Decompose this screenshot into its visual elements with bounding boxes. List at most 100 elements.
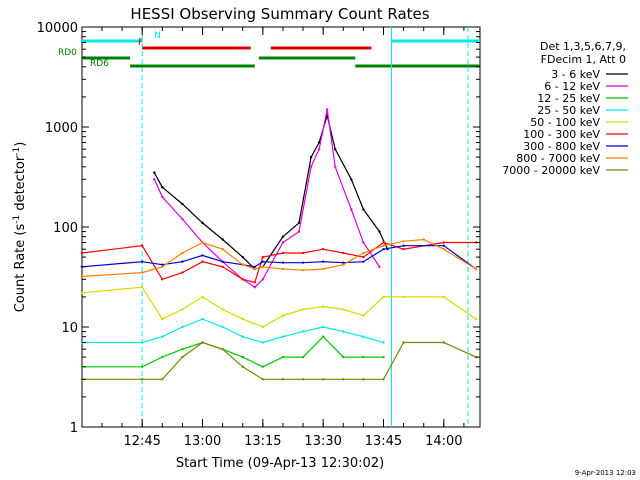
series-point [140, 378, 144, 381]
series-point [221, 260, 224, 263]
series-point [442, 244, 446, 247]
series-line [81, 286, 477, 328]
series-point [140, 341, 144, 344]
series-point [181, 355, 184, 359]
series-point [342, 251, 345, 255]
series-point [140, 271, 144, 274]
series-point [261, 341, 265, 344]
series-point [140, 260, 144, 263]
series-point [422, 238, 425, 241]
series-point [402, 240, 405, 243]
series-point [181, 202, 184, 206]
series-point [342, 355, 345, 359]
vertical-markers [141, 27, 469, 427]
y-tick-label: 100 [53, 221, 78, 236]
x-axis: 12:45 13:00 13:15 13:30 13:45 14:00 [101, 27, 465, 449]
series-point [402, 244, 405, 247]
series-point [261, 325, 265, 329]
series-point [253, 281, 256, 284]
series-point [301, 308, 305, 311]
series-point [350, 178, 353, 181]
series-point [80, 275, 84, 278]
series-point [301, 268, 305, 272]
series-line [81, 238, 477, 278]
series-point [161, 317, 164, 321]
series-point [261, 278, 265, 281]
series-point [382, 241, 385, 244]
series-point [378, 230, 381, 233]
series-point [221, 265, 224, 268]
timestamp-stamp: 9-Apr-2013 12:03 [574, 469, 636, 477]
series-point [80, 341, 84, 344]
y-axis-label: Count Rate (s-1 detector-1) [12, 142, 28, 313]
x-tick-label: 13:45 [365, 434, 402, 449]
series-point [161, 355, 164, 359]
flag-bar-label: RD0 [58, 48, 77, 58]
series-point [241, 335, 244, 338]
series-point [261, 255, 265, 259]
series-point [181, 325, 184, 329]
series-point [181, 308, 184, 311]
series-point [442, 295, 446, 299]
series-point [402, 295, 405, 299]
series-point [253, 286, 256, 289]
series-point [253, 267, 256, 271]
series-point [241, 278, 244, 281]
series-point [382, 341, 385, 344]
series-point [402, 247, 405, 251]
series-point [474, 317, 478, 321]
series-point [153, 178, 156, 181]
series-point [161, 265, 164, 268]
series-lines [80, 108, 478, 381]
series-point [362, 255, 365, 259]
y-tick-label: 1 [70, 421, 78, 436]
series-line [153, 113, 389, 270]
legend: Det 1,3,5,6,7,9,FDecim 1, Att 0 3 - 6 keV… [502, 40, 628, 177]
series-point [201, 241, 204, 244]
y-axis: 1 10 100 1000 10000 [37, 21, 480, 436]
x-axis-label: Start Time (09-Apr-13 12:30:02) [176, 456, 384, 471]
flag-bar-label: RD6 [90, 59, 109, 69]
legend-header: FDecim 1, Att 0 [541, 53, 626, 66]
series-point [297, 221, 301, 225]
series-point [140, 286, 144, 289]
series-point [153, 171, 156, 174]
legend-header: Det 1,3,5,6,7,9, [540, 40, 626, 53]
series-point [321, 305, 325, 308]
series-point [281, 314, 285, 317]
series-point [362, 314, 365, 317]
series-point [161, 263, 164, 266]
flag-bar-label: F [138, 38, 143, 48]
chart-title: HESSI Observing Summary Count Rates [130, 5, 429, 23]
series-point [321, 260, 325, 263]
series-point [378, 265, 381, 268]
series-point [201, 254, 204, 257]
series-point [321, 335, 325, 338]
series-point [241, 317, 244, 321]
series-point [301, 330, 305, 333]
series-point [253, 265, 256, 268]
series-point [80, 251, 84, 255]
series-point [362, 335, 365, 338]
flag-bar-label: N [154, 31, 161, 41]
series-line [81, 245, 477, 270]
x-tick-label: 13:15 [244, 434, 281, 449]
x-tick-label: 12:45 [123, 434, 160, 449]
series-line [81, 341, 477, 380]
series-point [281, 335, 285, 338]
series-point [221, 247, 224, 251]
series-point [342, 330, 345, 333]
series-point [80, 265, 84, 268]
series-point [80, 378, 84, 381]
series-point [442, 247, 446, 251]
legend-label: 100 - 300 keV [523, 128, 600, 141]
legend-label: 300 - 800 keV [523, 140, 600, 153]
series-line [81, 318, 384, 344]
series-point [161, 378, 164, 381]
series-point [342, 378, 345, 381]
series-point [309, 165, 313, 168]
series-point [161, 335, 164, 338]
series-point [221, 308, 224, 311]
series-point [261, 365, 265, 368]
